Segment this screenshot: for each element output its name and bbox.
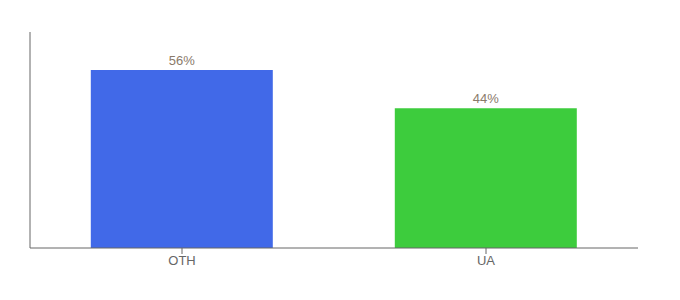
svg-text:56%: 56% (169, 53, 195, 68)
svg-text:UA: UA (477, 253, 495, 268)
svg-text:OTH: OTH (168, 253, 195, 268)
svg-text:44%: 44% (473, 91, 499, 106)
